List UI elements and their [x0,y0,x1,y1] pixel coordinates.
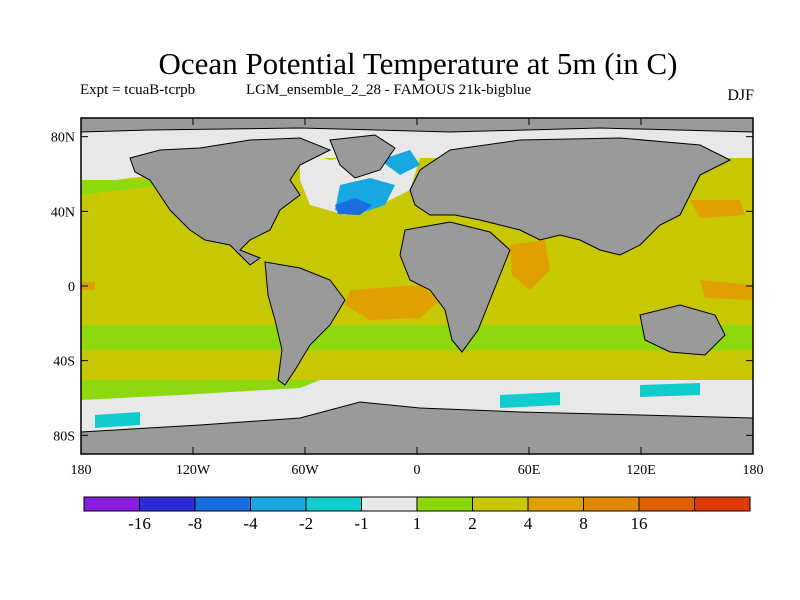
colorbar-label: 8 [579,514,588,533]
colorbar-label: -8 [188,514,202,533]
west-pacific-orange [700,280,753,300]
land [81,118,753,454]
indian-southern-cyan [500,392,560,408]
ross-sea-cyan [95,412,140,428]
colorbar-label: 2 [468,514,477,533]
colorbar-swatch [305,496,362,512]
lat-tick-label: 40S [53,355,75,370]
africa [399,221,511,353]
greenland [329,134,396,179]
australia [639,304,726,356]
south-pacific-green [81,380,320,400]
colorbar-label: -4 [243,514,258,533]
southern-yellow-band [81,352,753,380]
colorbar-swatch [527,496,584,512]
arabian-sea-orange [510,240,550,290]
antarctica [81,401,753,454]
colorbar: -16 -8 -4 -2 -1 1 2 4 8 16 [83,496,751,533]
colorbar-label: -1 [354,514,368,533]
colorbar-label: -2 [299,514,313,533]
colorbar-swatch [361,496,418,512]
experiment-label: Expt = tcuaB-tcrpb [80,82,196,98]
map-field [81,118,753,454]
colorbar-label: 1 [413,514,422,533]
south-america [264,261,346,386]
colorbar-swatch [416,496,473,512]
southern-green-band [81,325,753,350]
lon-tick-label: 120W [176,463,211,478]
north-america [129,137,332,266]
colorbar-swatch [694,496,751,512]
kuroshio-orange [690,200,745,218]
lon-tick-label: 120E [626,463,656,478]
lat-tick-label: 80S [53,429,75,444]
south-aus-cyan [640,383,700,397]
colorbar-label: 16 [631,514,648,533]
lon-tick-label: 60W [291,463,319,478]
colorbar-label: 4 [524,514,533,533]
colorbar-swatch [83,496,140,512]
chart-title: Ocean Potential Temperature at 5m (in C) [158,46,678,81]
colorbar-label: -16 [128,514,151,533]
south-atlantic-orange [345,285,440,320]
colorbar-swatch [194,496,251,512]
lat-tick-label: 0 [68,280,75,295]
colorbar-swatch [638,496,695,512]
axis-ticks: 80N 40N 0 40S 80S 180 120W 60W 0 60E 120E 180 [51,118,764,478]
north-atlantic-blue [335,198,372,215]
colorbar-swatch [583,496,640,512]
lon-tick-label: 60E [518,463,541,478]
lon-tick-label: 180 [71,463,92,478]
lon-tick-label: 180 [743,463,764,478]
colorbar-swatch [139,496,196,512]
season-label: DJF [727,87,754,104]
lat-tick-label: 40N [51,205,75,220]
eurasia [409,137,732,256]
greenland-sea-cyan [380,150,420,175]
colorbar-swatch [250,496,307,512]
run-label: LGM_ensemble_2_28 - FAMOUS 21k-bigblue [246,82,532,98]
lat-tick-label: 80N [51,131,75,146]
lon-tick-label: 0 [414,463,421,478]
colorbar-swatch [472,496,529,512]
